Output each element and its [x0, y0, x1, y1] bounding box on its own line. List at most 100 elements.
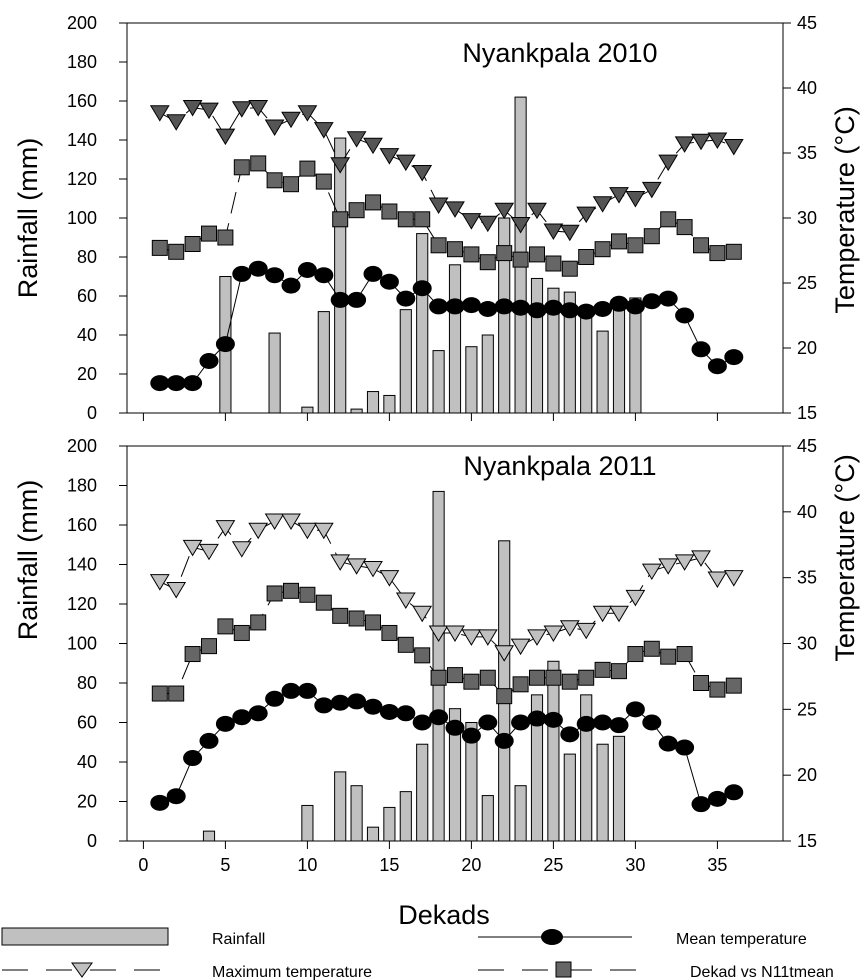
rainfall-bar	[563, 753, 576, 842]
rainfall-bar	[612, 735, 626, 842]
y-right-tick-label: 40	[797, 78, 817, 98]
y-left-tick-label: 100	[67, 208, 97, 228]
y-left-tick-label: 80	[77, 673, 97, 693]
mean-temp-marker	[478, 301, 498, 317]
max-temp-marker	[215, 128, 236, 146]
dekad-mean-marker	[463, 673, 480, 690]
mean-temp-marker	[642, 293, 662, 310]
dekad-mean-marker	[151, 239, 168, 256]
max-temp-marker	[264, 119, 285, 136]
dekad-mean-marker	[512, 676, 529, 693]
rainfall-bar	[465, 346, 478, 414]
dekad-mean-marker	[233, 624, 250, 641]
max-temp-marker	[641, 563, 662, 581]
panel-nyankpala-2011: Nyankpala 2011 Rainfall (mm) Temperature…	[13, 436, 860, 930]
max-temp-marker	[330, 554, 351, 571]
dekad-mean-marker	[430, 237, 447, 254]
mean-temp-marker	[265, 690, 285, 707]
mean-temp-marker	[215, 336, 235, 353]
max-temp-marker	[527, 202, 547, 220]
mean-temp-line	[159, 268, 735, 384]
max-temp-marker	[609, 187, 629, 204]
dekad-mean-marker	[332, 607, 349, 624]
max-temp-marker	[379, 148, 400, 165]
mean-temp-marker	[396, 290, 416, 307]
y-right-tick-label: 15	[797, 403, 817, 423]
rainfall-bar	[432, 350, 445, 414]
mean-temp-marker	[543, 299, 563, 316]
mean-temp-marker	[478, 714, 498, 731]
dekad-mean-marker	[693, 675, 709, 691]
panel-nyankpala-2010: Nyankpala 2010 Rainfall (mm) Temperature…	[13, 13, 860, 423]
legend-dekad-label: Dekad vs N11tmean	[690, 964, 834, 980]
y-right-tick-label: 40	[797, 502, 817, 522]
mean-temp-marker	[527, 710, 547, 727]
panel-title: Nyankpala 2011	[463, 451, 656, 481]
y-right-tick-label: 45	[797, 436, 817, 456]
dekad-mean-marker	[725, 243, 742, 260]
x-tick-label: 35	[707, 855, 727, 875]
dekad-mean-marker	[365, 614, 381, 631]
y-left-tick-label: 200	[67, 436, 97, 456]
dekad-mean-marker	[643, 640, 660, 657]
mean-temp-marker	[675, 307, 695, 324]
max-temp-marker	[297, 105, 318, 122]
dekad-mean-marker	[315, 173, 332, 190]
y-axis-left-label: Rainfall (mm)	[13, 480, 43, 641]
max-temp-marker	[346, 558, 367, 575]
rainfall-bar	[334, 137, 347, 414]
dekad-mean-marker	[545, 669, 562, 686]
rainfall-bar	[580, 307, 593, 414]
mean-temp-marker	[248, 260, 268, 277]
dekad-mean-marker	[594, 241, 611, 258]
x-tick-label: 10	[297, 855, 317, 875]
mean-temp-marker	[265, 267, 285, 284]
mean-temp-marker	[445, 298, 465, 315]
y-right-tick-label: 45	[797, 13, 817, 33]
max-temp-marker	[494, 202, 515, 220]
max-temp-marker	[674, 554, 695, 571]
mean-temp-marker	[396, 705, 416, 722]
max-temp-marker	[313, 522, 334, 540]
max-temp-marker	[691, 550, 711, 567]
dekad-mean-marker	[578, 249, 595, 265]
rainfall-bar	[416, 233, 429, 414]
max-temp-marker	[264, 513, 285, 531]
max-temp-marker	[199, 543, 219, 561]
rainfall-bar	[629, 297, 642, 414]
y-right-tick-label: 25	[797, 699, 817, 719]
mean-temp-marker	[281, 682, 301, 699]
rainfall-bar	[317, 311, 330, 414]
y-axis-right-label: Temperature (°C)	[830, 106, 860, 313]
dekad-mean-marker	[660, 211, 677, 228]
mean-temp-marker	[347, 693, 367, 710]
dekad-mean-marker	[266, 172, 283, 189]
dekad-mean-marker	[643, 228, 660, 245]
x-axis-label: Dekads	[398, 900, 490, 930]
mean-temp-marker	[461, 297, 481, 314]
max-temp-marker	[281, 513, 301, 531]
max-temp-marker	[461, 629, 482, 646]
max-temp-marker	[707, 132, 728, 149]
y-left-ticks: 0 20 40 60 80 100 120 140 160 180 200	[67, 13, 127, 423]
y-left-tick-label: 40	[77, 752, 97, 772]
x-tick-label: 15	[379, 855, 399, 875]
y-left-tick-label: 180	[67, 52, 97, 72]
y-right-tick-label: 30	[797, 634, 817, 654]
dekad-mean-marker	[512, 251, 529, 268]
dekad-mean-marker	[151, 685, 168, 702]
y-left-tick-label: 0	[87, 831, 97, 851]
rainfall-bar	[563, 291, 576, 414]
y-right-tick-label: 35	[797, 568, 817, 588]
mean-temp-marker	[183, 750, 203, 767]
dekad-mean-marker	[479, 669, 496, 686]
mean-temp-marker	[215, 715, 235, 732]
dekad-mean-marker	[676, 219, 693, 236]
y-axis-left-label: Rainfall (mm)	[13, 138, 43, 299]
max-temp-marker	[149, 105, 170, 122]
legend-max-temp-marker	[71, 962, 93, 978]
max-temp-marker	[445, 201, 465, 218]
legend-rainfall-label: Rainfall	[212, 931, 265, 948]
x-ticks: 0 5 10 15 20 25 30 35	[138, 841, 727, 875]
x-ticks	[142, 413, 718, 421]
